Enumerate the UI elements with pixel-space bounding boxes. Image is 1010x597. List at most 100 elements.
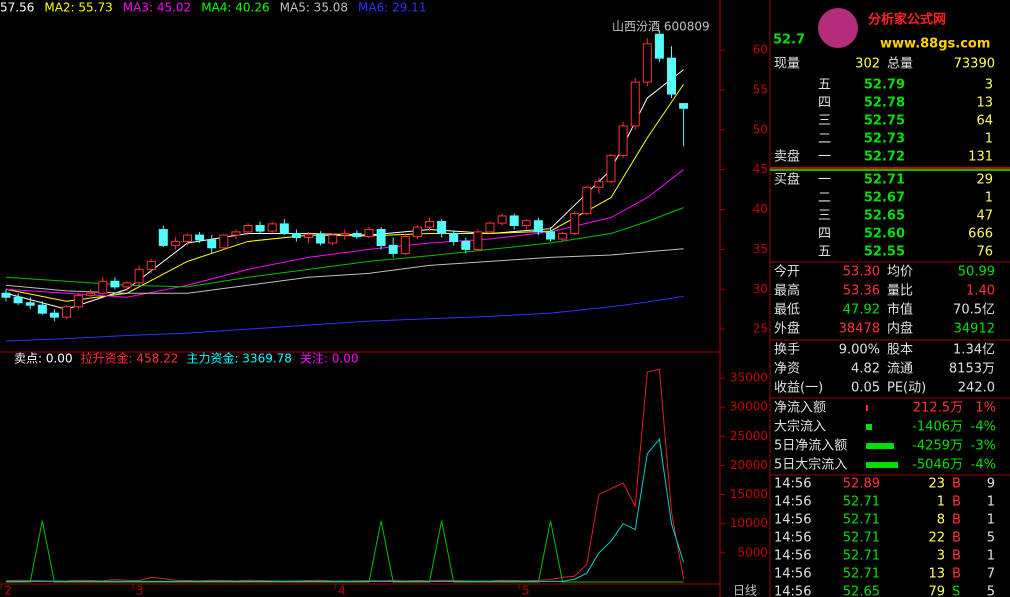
y-tick-label: 25 (753, 322, 768, 336)
candle-body (25, 302, 35, 306)
candle-body (231, 231, 241, 236)
last-price: 52.7 (773, 33, 805, 48)
label: 今开 (774, 264, 800, 280)
y-tick-label: 60 (753, 43, 768, 57)
flow-bar (866, 424, 872, 430)
candle-body (352, 232, 362, 238)
period: 日线 (733, 584, 757, 597)
trade-volume: 1 (937, 495, 945, 510)
trade-time: 14:56 (774, 531, 811, 546)
ma-label: MA4: 40.26 (201, 1, 269, 15)
level-volume: 29 (976, 173, 993, 188)
pct: -3% (971, 439, 996, 454)
trade-side: B (952, 495, 961, 510)
y-tick-label: 35 (753, 242, 768, 256)
trade-count: 1 (987, 549, 995, 564)
candle-body (449, 232, 459, 242)
label: 股本 (887, 343, 913, 358)
candle-body (279, 223, 289, 234)
candle-body (86, 292, 96, 297)
value: 4.82 (851, 362, 880, 377)
level-volume: 131 (968, 150, 993, 165)
pct: -4% (971, 458, 996, 473)
candle-body (207, 239, 217, 249)
ma-label: MA6: 29.11 (358, 1, 426, 15)
candle-body (146, 260, 156, 270)
trade-volume: 79 (928, 585, 945, 597)
y-tick-label: 45 (753, 162, 768, 176)
level-price: 52.73 (864, 132, 905, 147)
y-tick-label: 30 (753, 282, 768, 296)
trade-time: 14:56 (774, 477, 811, 492)
candle-body (667, 57, 676, 95)
level-volume: 1 (985, 191, 993, 206)
candle-body (364, 228, 374, 238)
candle-body (461, 240, 471, 250)
level-price: 52.60 (864, 227, 905, 242)
candle-body (122, 282, 132, 288)
value: 53.30 (843, 265, 880, 280)
x-tick-label: 2 (4, 584, 12, 597)
trade-count: 5 (987, 531, 995, 546)
value: 53.36 (843, 284, 880, 299)
label: PE(动) (887, 381, 926, 396)
candle-body (134, 268, 144, 284)
pct: -4% (971, 420, 996, 435)
trade-volume: 23 (928, 477, 945, 492)
y-tick-label: 35000 (730, 370, 768, 384)
candle-body (679, 103, 689, 109)
value: 1.34亿 (953, 343, 995, 358)
ma-line (5, 295, 684, 342)
candle-body (304, 233, 313, 238)
candle-body (558, 232, 568, 240)
candle-body (316, 233, 326, 244)
trade-price: 52.89 (843, 477, 880, 492)
candle-body (473, 231, 483, 250)
level: 二 (818, 132, 831, 147)
y-tick-label: 5000 (737, 545, 768, 559)
candle-body (158, 228, 168, 246)
y-tick-label: 15000 (730, 487, 768, 501)
level: 四 (818, 227, 831, 242)
level-price: 52.79 (864, 78, 905, 93)
level: 一 (818, 150, 831, 165)
trade-count: 1 (987, 495, 995, 510)
candle-body (388, 244, 398, 254)
sell-label: 卖盘 (774, 149, 800, 165)
candle-body (98, 280, 108, 294)
trade-side: B (952, 567, 961, 582)
trade-volume: 13 (928, 567, 945, 582)
level: 五 (818, 245, 831, 260)
value: 73390 (954, 57, 995, 72)
trade-time: 14:56 (774, 567, 811, 582)
flow-bar (866, 462, 898, 468)
flow-line (6, 520, 684, 583)
y-tick-label: 25000 (730, 429, 768, 443)
value: 34912 (954, 322, 995, 337)
trade-price: 52.71 (843, 495, 880, 510)
trade-time: 14:56 (774, 549, 811, 564)
candle-body (618, 125, 628, 156)
label: 收益(一) (774, 381, 823, 396)
x-tick-label: 4 (338, 584, 346, 597)
candle-body (630, 81, 640, 127)
value: 70.5亿 (953, 303, 995, 318)
candle-body (400, 236, 410, 254)
logo: 分析家公式网 (868, 12, 946, 28)
candle-body (291, 232, 301, 238)
level-price: 52.75 (864, 114, 905, 129)
y-tick-label: 40 (753, 202, 768, 216)
value: 0.05 (851, 381, 880, 396)
value: 212.5万 (913, 401, 963, 416)
label: 总量 (887, 57, 913, 72)
y-tick-label: 55 (753, 83, 768, 97)
label: 内盘 (887, 321, 913, 337)
candle-body (376, 228, 386, 246)
level: 三 (818, 209, 831, 224)
candle-body (37, 304, 47, 314)
value: 38478 (839, 322, 880, 337)
value: 1.40 (966, 284, 995, 299)
flow-legend: 主力资金: 3369.78 (186, 351, 291, 366)
value: 50.99 (958, 265, 995, 280)
